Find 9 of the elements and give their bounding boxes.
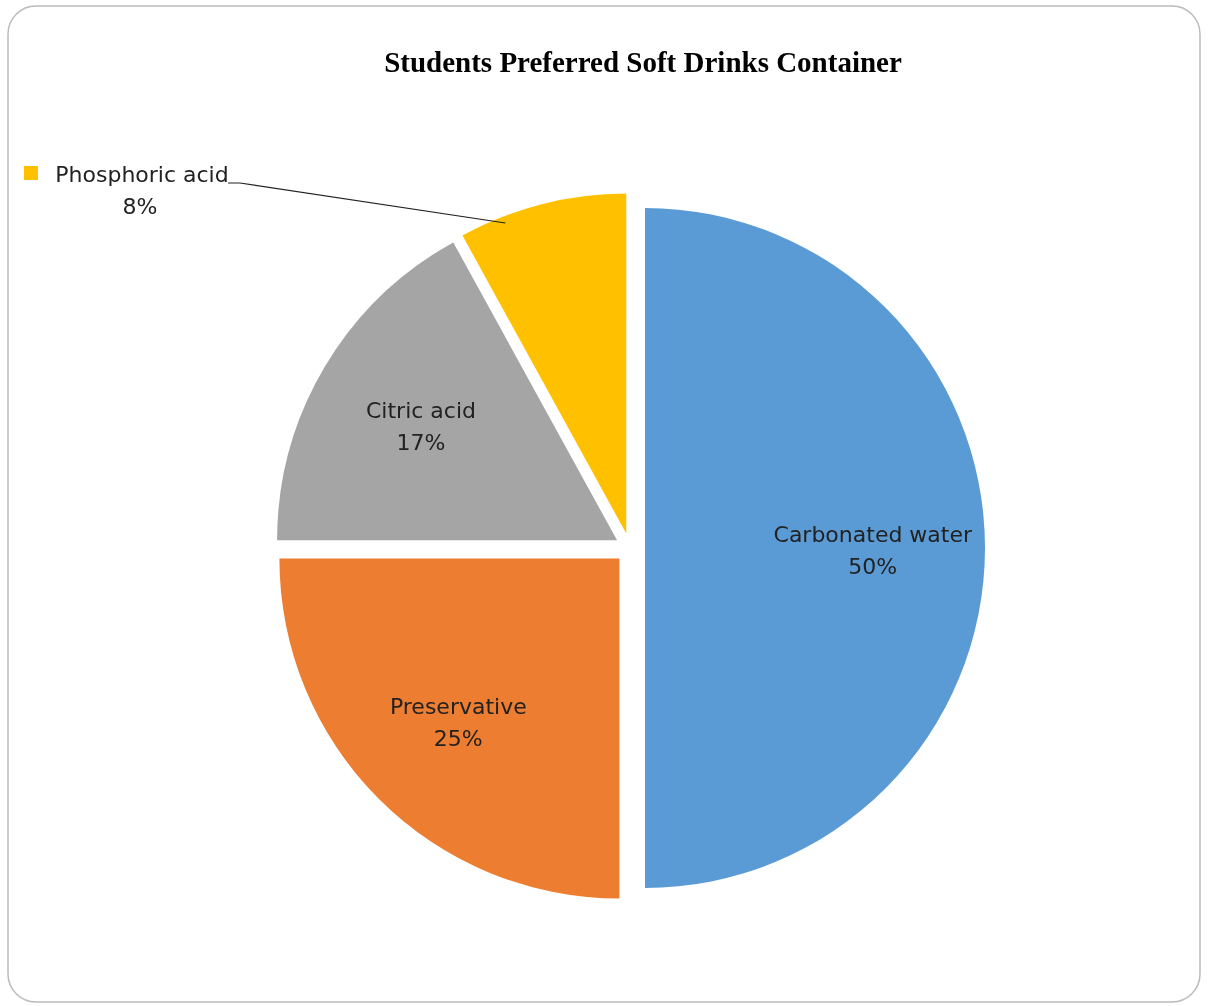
slice-label: Citric acid <box>366 398 477 424</box>
chart-title: Students Preferred Soft Drinks Container <box>384 46 902 78</box>
data-label: 17% <box>396 430 446 456</box>
slice-label: Preservative <box>389 693 527 719</box>
data-label: 25% <box>433 725 483 751</box>
data-label: 50% <box>848 554 898 579</box>
legend-label: Phosphoric acid <box>55 162 229 187</box>
slice-label: Carbonated water <box>773 522 974 547</box>
data-label: 8% <box>122 194 158 219</box>
